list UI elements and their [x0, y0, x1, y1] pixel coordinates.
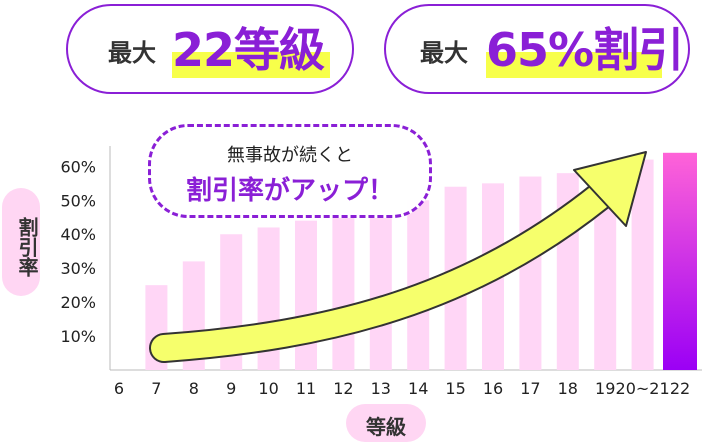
x-axis-title-pill	[346, 404, 426, 442]
max-grade-value: 22等級	[172, 23, 325, 77]
y-tick-label: 60%	[60, 157, 96, 176]
max-discount-prefix: 最大	[420, 39, 468, 67]
y-tick-label: 50%	[60, 191, 96, 210]
x-tick-label: 7	[151, 379, 161, 398]
x-tick-label: 11	[296, 379, 316, 398]
bar	[631, 159, 654, 370]
x-tick-label: 14	[408, 379, 428, 398]
x-tick-label: 6	[114, 379, 124, 398]
x-tick-label: 12	[333, 379, 353, 398]
x-tick-label: 15	[445, 379, 465, 398]
x-tick-label: 18	[558, 379, 578, 398]
max-grade-prefix: 最大	[108, 39, 156, 67]
y-tick-label: 30%	[60, 259, 96, 278]
x-tick-label: 17	[520, 379, 540, 398]
bar	[369, 210, 392, 370]
bar	[519, 176, 542, 370]
y-tick-label: 20%	[60, 293, 96, 312]
callout-line-1: 無事故が続くと	[227, 145, 353, 166]
bar	[594, 166, 617, 370]
highlight-bar	[663, 152, 697, 370]
callout-bubble	[148, 124, 432, 218]
x-axis-title: 等級	[366, 415, 406, 439]
y-tick-label: 10%	[60, 327, 96, 346]
x-tick-label: 22	[670, 379, 690, 398]
x-tick-label: 9	[226, 379, 236, 398]
bar	[295, 220, 317, 370]
x-tick-label: 20~21	[616, 379, 670, 398]
x-tick-label: 10	[258, 379, 278, 398]
callout-line-2: 割引率がアップ！	[185, 176, 394, 206]
y-tick-label: 40%	[60, 225, 96, 244]
x-tick-label: 16	[483, 379, 503, 398]
trend-arrow-head	[573, 151, 647, 227]
max-discount-value: 65%割引	[486, 23, 684, 77]
max-grade-highlight	[172, 52, 330, 78]
max-discount-pill	[384, 4, 690, 94]
x-tick-label: 13	[371, 379, 391, 398]
trend-arrow-shaft	[151, 183, 613, 361]
bar	[332, 217, 355, 370]
y-axis-title-pill	[2, 188, 40, 296]
y-axis-title: 割引率	[15, 217, 39, 277]
max-discount-highlight	[486, 52, 662, 78]
x-tick-label: 8	[189, 379, 199, 398]
x-tick-label: 19	[595, 379, 615, 398]
max-grade-pill	[66, 4, 354, 94]
